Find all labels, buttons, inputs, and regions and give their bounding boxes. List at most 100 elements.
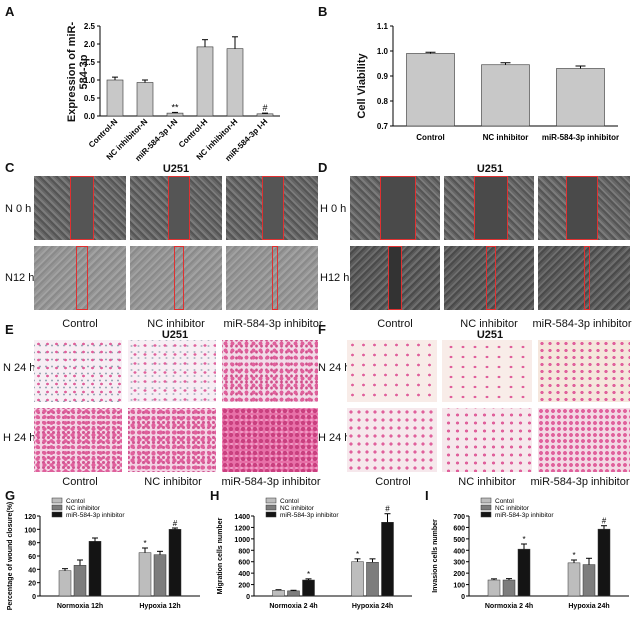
panel-f-letter: F <box>318 322 326 337</box>
bar <box>502 579 516 597</box>
micrograph-c-n0-nc <box>130 176 222 240</box>
y-tick-label: 2.5 <box>84 22 96 31</box>
y-tick-label: 1400 <box>234 514 250 521</box>
panel-c-row-label-1: N 0 h <box>5 203 32 215</box>
x-tick-label: miR-584-3p inhibitor <box>542 133 619 142</box>
micrograph-d-h12-mir <box>538 246 630 310</box>
panel-e-letter: E <box>5 322 14 337</box>
y-tick-label: 600 <box>238 560 250 567</box>
significance-mark: ** <box>171 102 179 112</box>
legend-label: NC inhibitor <box>66 505 101 512</box>
panel-d-title: U251 <box>476 163 504 175</box>
legend-label: miR-584-3p inhibitor <box>280 512 339 519</box>
column-label-nc-left: NC inhibitor <box>147 318 205 330</box>
y-tick-label: 120 <box>24 514 36 521</box>
bar <box>168 529 182 597</box>
panel-e-title: U251 <box>161 329 189 341</box>
micrograph-f-h24-nc <box>442 408 532 472</box>
y-tick-label: 0.5 <box>84 94 96 103</box>
significance-mark: * <box>572 551 575 560</box>
bar <box>351 561 364 597</box>
micrograph-f-n24-mir <box>538 340 630 402</box>
bar <box>567 562 581 597</box>
bar <box>381 522 394 597</box>
panel-f-title: U251 <box>476 329 504 341</box>
significance-mark: * <box>522 535 525 544</box>
panel-d-row-label-2: H12 h <box>320 272 350 284</box>
column-label-control-e: Control <box>62 476 98 488</box>
bar <box>487 579 501 597</box>
bar <box>73 565 87 597</box>
bar <box>406 53 455 127</box>
panel-h-letter: H <box>210 488 220 503</box>
y-tick-label: 100 <box>24 527 36 534</box>
bar <box>153 554 167 597</box>
significance-mark: * <box>356 550 359 559</box>
y-tick-label: 0.0 <box>84 112 96 121</box>
micrograph-c-n12-control <box>34 246 126 310</box>
legend-label: miR-584-3p inhibitor <box>495 512 554 519</box>
y-tick-label: 400 <box>238 571 250 578</box>
column-label-control-right: Control <box>377 318 413 330</box>
panel-b-ylabel: Cell Viability <box>356 53 368 119</box>
bar <box>302 579 315 597</box>
y-axis-label: Percentage of wound closure(%) <box>7 502 14 611</box>
x-tick-label: NC inhibitor <box>483 133 529 142</box>
x-tick-label: Normoxia 12h <box>57 603 103 610</box>
y-tick-label: 1000 <box>234 537 250 544</box>
y-tick-label: 20 <box>28 581 36 588</box>
bar <box>287 590 300 597</box>
y-tick-label: 0.8 <box>377 97 389 106</box>
legend-label: NC inhibitor <box>280 505 315 512</box>
panel-g-letter: G <box>5 488 16 503</box>
bar <box>366 562 379 597</box>
micrograph-f-n24-control <box>347 340 437 402</box>
significance-mark: # <box>602 517 607 526</box>
column-label-mir-f: miR-584-3p inhibitor <box>530 476 630 488</box>
bar <box>138 552 152 597</box>
y-tick-label: 600 <box>453 525 465 532</box>
micrograph-d-h0-nc <box>444 176 534 240</box>
panel-b-letter: B <box>318 4 328 19</box>
y-tick-label: 1.1 <box>377 22 389 31</box>
y-tick-label: 300 <box>453 560 465 567</box>
legend-label: Contol <box>280 498 299 505</box>
bar <box>88 541 102 597</box>
wound-gap-outline <box>388 246 402 310</box>
micrograph-e-h24-control <box>34 408 122 472</box>
wound-gap-outline <box>474 176 508 240</box>
wound-gap-outline <box>584 246 590 310</box>
micrograph-f-h24-control <box>347 408 437 472</box>
y-tick-label: 0 <box>246 594 250 601</box>
y-tick-label: 1.0 <box>377 47 389 56</box>
legend-swatch <box>51 497 63 504</box>
bar <box>226 48 244 117</box>
panel-e-row-label-2: H 24 h <box>3 432 36 444</box>
panel-a-letter: A <box>5 4 15 19</box>
micrograph-d-h12-nc <box>444 246 534 310</box>
micrograph-c-n12-mir <box>226 246 318 310</box>
legend-label: Contol <box>495 498 514 505</box>
micrograph-e-n24-control <box>34 340 122 402</box>
micrograph-f-h24-mir <box>538 408 630 472</box>
significance-mark: # <box>173 519 178 528</box>
y-tick-label: 700 <box>453 514 465 521</box>
legend-swatch <box>265 511 277 518</box>
legend-label: Contol <box>66 498 85 505</box>
x-tick-label: Hypoxia 12h <box>139 603 180 610</box>
y-tick-label: 0.7 <box>377 122 389 131</box>
y-axis-label: Invasion cells number <box>432 519 439 593</box>
wound-gap-outline <box>380 176 416 240</box>
micrograph-e-h24-nc <box>128 408 216 472</box>
micrograph-d-h12-control <box>350 246 440 310</box>
y-axis-label: Migration cells number <box>217 517 224 594</box>
y-tick-label: 0 <box>461 594 465 601</box>
wound-gap-outline <box>168 176 190 240</box>
micrograph-d-h0-mir <box>538 176 630 240</box>
bar <box>136 82 154 117</box>
micrograph-d-h0-control <box>350 176 440 240</box>
legend-swatch <box>51 511 63 518</box>
